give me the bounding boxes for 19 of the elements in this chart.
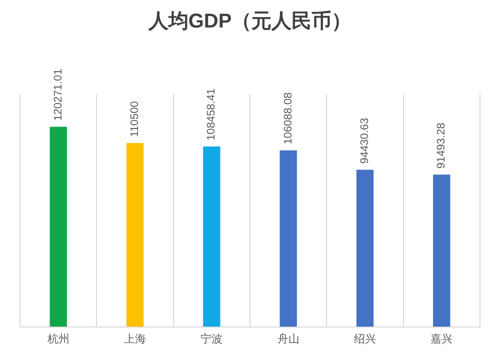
data-label: 106088.08 — [282, 92, 294, 144]
x-tick-label: 宁波 — [200, 332, 223, 346]
bar — [280, 150, 297, 327]
bar — [203, 146, 220, 327]
bar — [356, 170, 374, 327]
chart-title: 人均GDP（元人民币） — [147, 10, 352, 33]
x-tick-label: 舟山 — [277, 332, 300, 346]
x-tick-label: 杭州 — [46, 332, 70, 346]
bar — [126, 143, 144, 327]
data-label: 110500 — [129, 101, 142, 138]
data-label: 108458.41 — [206, 88, 218, 140]
data-label: 91493.28 — [436, 122, 448, 169]
x-tick-label: 上海 — [124, 332, 146, 346]
x-tick-label: 嘉兴 — [430, 332, 453, 346]
data-label: 120271.01 — [52, 68, 64, 121]
data-label: 94430.63 — [359, 118, 372, 164]
bar — [433, 174, 450, 327]
x-tick-label: 绍兴 — [354, 332, 376, 346]
bar — [50, 126, 67, 327]
